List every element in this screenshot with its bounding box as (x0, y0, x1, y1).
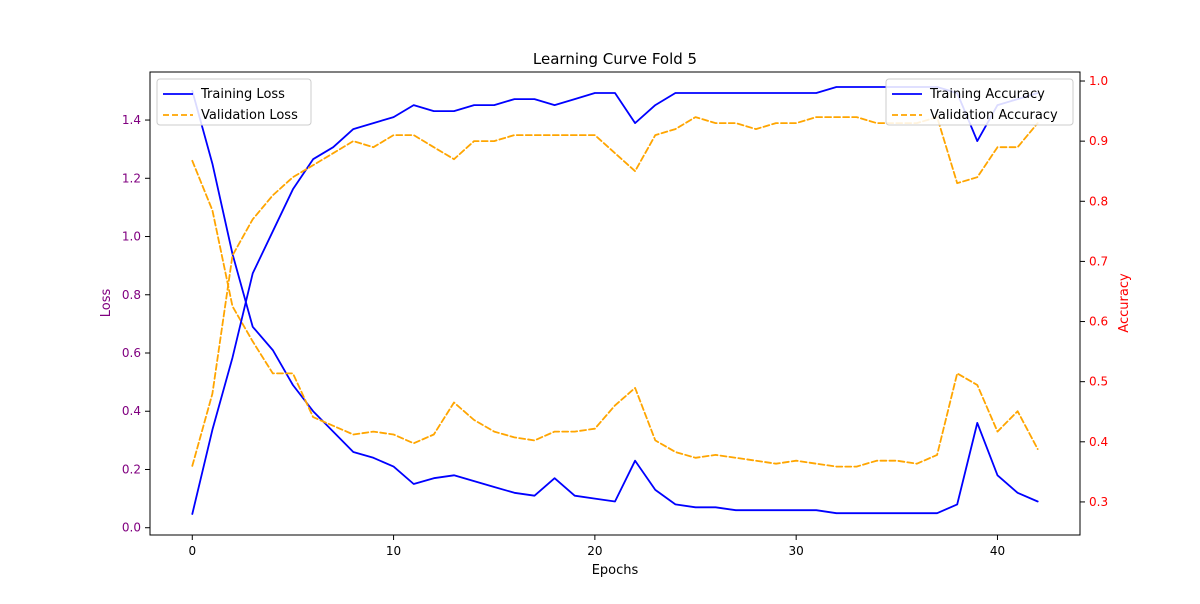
y-axis-label-left: Loss (99, 289, 114, 318)
legend-box (156, 78, 312, 126)
y-tick-label-left: 1.2 (122, 171, 141, 185)
y-tick-label-left: 0.8 (122, 288, 141, 302)
plot-area (149, 71, 1081, 536)
y-tick-label-right: 0.5 (1089, 375, 1108, 389)
y-tick-label-left: 1.0 (122, 230, 141, 244)
y-tick-label-right: 0.3 (1089, 495, 1108, 509)
y-tick-label-right: 0.4 (1089, 435, 1108, 449)
y-tick-label-left: 0.6 (122, 346, 141, 360)
y-tick-label-left: 0.0 (122, 521, 141, 535)
legend-box (885, 78, 1074, 126)
series-line-validation-loss (191, 159, 1039, 468)
x-tick-label: 10 (386, 544, 401, 558)
axis-layer: 0 10 20 30 40 0.0 0.2 0.4 0.6 0.8 1.0 1.2 1.4 0.3 0.4 0… (122, 74, 1108, 558)
legend-label: Training Loss (200, 87, 285, 102)
legend-loss: Training Loss Validation Loss (156, 78, 312, 126)
plot-layer (149, 71, 1081, 536)
legend-label: Training Accuracy (929, 87, 1045, 102)
legend-label: Validation Loss (201, 108, 298, 123)
y-tick-label-left: 1.4 (122, 113, 141, 127)
x-tick-label: 0 (188, 544, 196, 558)
x-axis-label: Epochs (592, 563, 639, 578)
x-tick-label: 30 (789, 544, 804, 558)
y-tick-label-left: 0.2 (122, 462, 141, 476)
y-tick-label-right: 1.0 (1089, 74, 1108, 88)
legend-label: Validation Accuracy (930, 108, 1058, 123)
y-tick-label-left: 0.4 (122, 404, 141, 418)
y-tick-label-right: 0.7 (1089, 254, 1108, 268)
y-tick-label-right: 0.6 (1089, 315, 1108, 329)
x-tick-label: 40 (990, 544, 1005, 558)
y-tick-label-right: 0.9 (1089, 134, 1108, 148)
x-tick-label: 20 (587, 544, 602, 558)
chart-title: Learning Curve Fold 5 (533, 50, 697, 68)
series-line-training-loss (191, 90, 1039, 515)
legend-accuracy: Training Accuracy Validation Accuracy (885, 78, 1074, 126)
y-tick-label-right: 0.8 (1089, 194, 1108, 208)
y-axis-label-right: Accuracy (1117, 273, 1132, 333)
